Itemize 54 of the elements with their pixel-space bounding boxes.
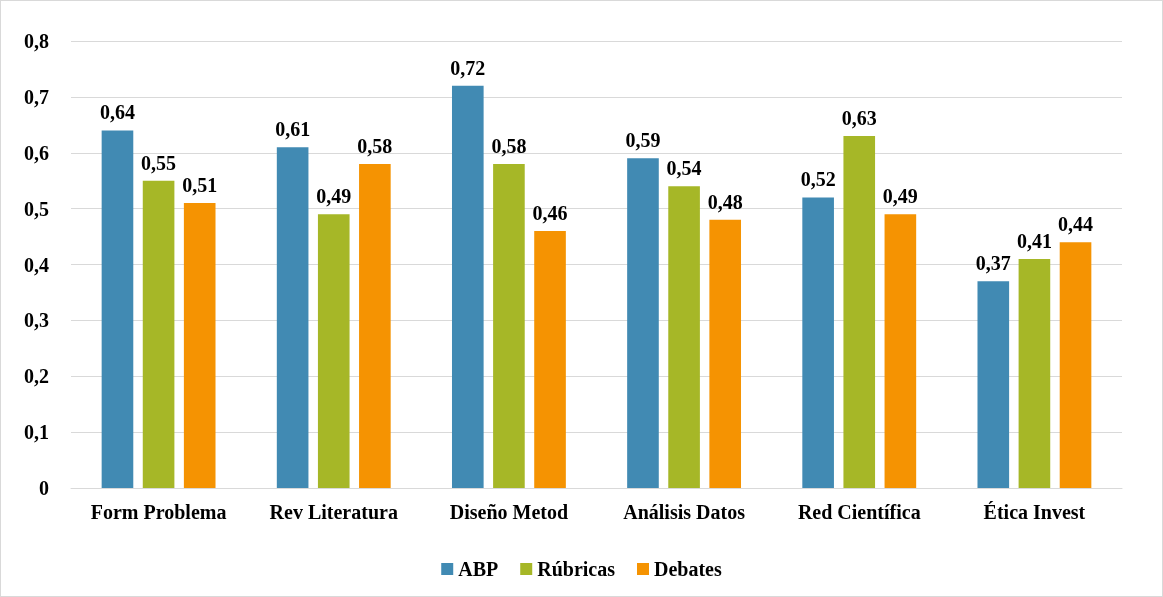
x-tick-label: Diseño Metod: [449, 501, 569, 523]
x-tick-label: Rev Literatura: [269, 501, 398, 523]
bar: [843, 135, 876, 488]
bar: [709, 219, 742, 488]
x-tick-label: Análisis Datos: [623, 501, 746, 523]
data-label: 0,49: [882, 185, 918, 208]
x-tick-label: Ética Invest: [983, 501, 1086, 523]
data-label: 0,63: [841, 106, 877, 129]
data-label: 0,58: [491, 134, 527, 157]
legend-label: Rúbricas: [537, 558, 616, 580]
data-label: 0,49: [316, 185, 352, 208]
data-label: 0,54: [666, 157, 702, 180]
bar: [627, 158, 659, 488]
bar: [101, 130, 134, 488]
bar: [317, 214, 350, 488]
data-label: 0,46: [532, 201, 568, 224]
x-tick-label: Red Científica: [797, 501, 921, 523]
data-label: 0,51: [182, 174, 218, 197]
legend-label: Debates: [654, 558, 722, 580]
y-tick-label: 0,8: [24, 30, 49, 52]
bar: [1018, 258, 1051, 488]
bar: [359, 163, 391, 488]
data-label: 0,61: [275, 118, 311, 141]
y-tick-label: 0,7: [24, 85, 49, 108]
legend-label: ABP: [458, 558, 499, 580]
data-label: 0,41: [1016, 229, 1052, 252]
bar: [668, 186, 700, 488]
bar: [977, 281, 1010, 488]
data-label: 0,48: [707, 190, 743, 213]
bar: [276, 147, 309, 488]
data-label: 0,59: [625, 129, 661, 152]
y-tick-label: 0,5: [24, 197, 49, 220]
data-label: 0,55: [141, 151, 177, 174]
bar: [142, 180, 175, 488]
y-tick-label: 0,4: [24, 253, 49, 276]
y-tick-label: 0,3: [24, 309, 49, 332]
data-label: 0,58: [357, 134, 393, 157]
bar: [884, 214, 917, 488]
data-label: 0,72: [450, 56, 486, 79]
x-tick-label: Form Problema: [90, 501, 227, 523]
bar: [183, 203, 216, 488]
y-tick-label: 0,6: [24, 141, 49, 164]
bar: [802, 197, 834, 488]
data-label: 0,64: [99, 101, 135, 124]
bar: [451, 85, 484, 488]
bar: [534, 230, 566, 488]
y-tick-label: 0: [39, 477, 49, 499]
bar: [493, 163, 525, 488]
bar: [1059, 242, 1092, 488]
data-label: 0,37: [975, 252, 1011, 275]
data-label: 0,44: [1058, 213, 1094, 236]
y-tick-label: 0,1: [24, 421, 49, 444]
data-label: 0,52: [800, 168, 836, 191]
y-tick-label: 0,2: [24, 365, 49, 388]
